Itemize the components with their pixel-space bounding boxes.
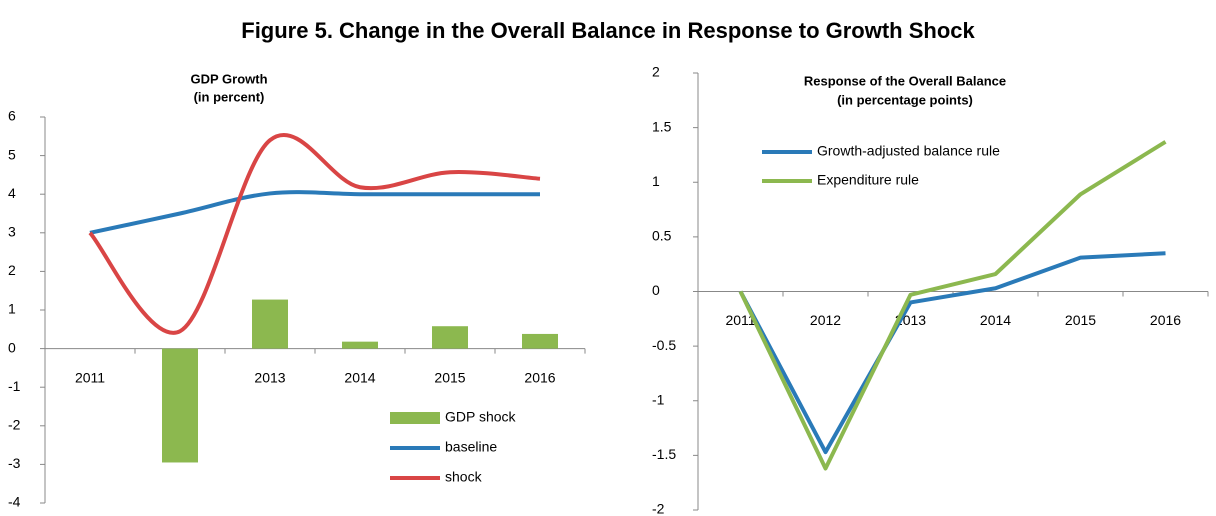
y-tick-label: 0 bbox=[8, 339, 16, 355]
line bbox=[88, 132, 541, 335]
x-tick-label: 2012 bbox=[810, 312, 841, 328]
chart: Response of the Overall Balance (in perce… bbox=[652, 64, 1209, 516]
legend-label: Expenditure rule bbox=[817, 172, 919, 188]
x-tick-label: 2015 bbox=[1065, 312, 1096, 328]
x-tick-label: 2011 bbox=[725, 312, 755, 328]
y-tick-label: 0.5 bbox=[652, 228, 672, 244]
x-tick-label: 2015 bbox=[434, 369, 465, 385]
x-tick-label: 2016 bbox=[524, 369, 555, 385]
x-tick-label: 2016 bbox=[1150, 312, 1181, 328]
legend-label: GDP shock bbox=[445, 409, 517, 425]
y-tick-label: -2 bbox=[8, 417, 21, 433]
bar bbox=[162, 348, 198, 463]
y-tick-label: -0.5 bbox=[652, 337, 676, 353]
x-tick-label: 2014 bbox=[980, 312, 1011, 328]
bar bbox=[252, 299, 288, 349]
bar bbox=[342, 341, 378, 349]
chart-subtitle: (in percent) bbox=[194, 89, 265, 104]
x-tick-label: 2013 bbox=[254, 369, 285, 385]
y-tick-label: -2 bbox=[652, 501, 665, 516]
chart-title: Response of the Overall Balance bbox=[804, 73, 1006, 88]
line bbox=[738, 140, 1167, 471]
legend-label: shock bbox=[445, 469, 483, 485]
legend-label: baseline bbox=[445, 439, 497, 455]
legend-label: Growth-adjusted balance rule bbox=[817, 143, 1000, 159]
legend-swatch bbox=[390, 412, 440, 424]
y-tick-label: 3 bbox=[8, 224, 16, 240]
chart-subtitle: (in percentage points) bbox=[837, 92, 973, 107]
bar bbox=[432, 326, 468, 349]
chart: GDP Growth (in percent) -4 -3 -2 -1 0 1 2 3 4 5 6 201… bbox=[8, 71, 586, 510]
chart-title: GDP Growth bbox=[190, 71, 267, 86]
x-tick-label: 2014 bbox=[344, 369, 375, 385]
y-tick-label: 5 bbox=[8, 146, 16, 162]
y-tick-label: 0 bbox=[652, 282, 660, 298]
y-tick-label: 1 bbox=[8, 301, 16, 317]
y-tick-label: 1.5 bbox=[652, 118, 672, 134]
figure-title: Figure 5. Change in the Overall Balance … bbox=[241, 18, 975, 43]
y-tick-label: -1 bbox=[8, 378, 21, 394]
line bbox=[738, 251, 1166, 455]
y-tick-label: 1 bbox=[652, 173, 660, 189]
x-tick-label: 2011 bbox=[75, 369, 105, 385]
y-tick-label: 4 bbox=[8, 185, 16, 201]
line bbox=[89, 190, 540, 235]
y-tick-label: 6 bbox=[8, 108, 16, 124]
y-tick-label: -4 bbox=[8, 494, 21, 510]
y-tick-label: 2 bbox=[652, 64, 660, 80]
bar bbox=[522, 333, 558, 349]
y-tick-label: -1 bbox=[652, 391, 665, 407]
y-tick-label: -1.5 bbox=[652, 446, 676, 462]
y-tick-label: 2 bbox=[8, 262, 16, 278]
y-tick-label: -3 bbox=[8, 455, 21, 471]
